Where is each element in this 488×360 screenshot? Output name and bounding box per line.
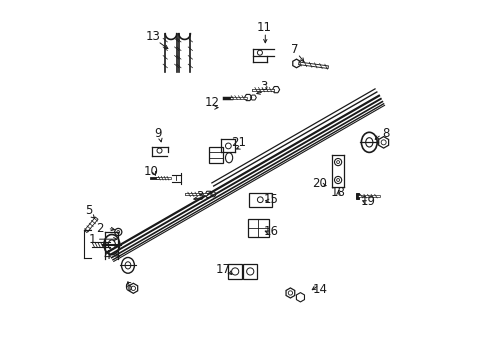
Text: 1: 1 xyxy=(88,233,96,246)
Text: 12: 12 xyxy=(204,96,219,109)
Text: 7: 7 xyxy=(290,42,298,55)
Text: 18: 18 xyxy=(329,186,345,199)
Bar xyxy=(355,193,359,199)
Text: 16: 16 xyxy=(264,225,278,238)
Text: 17: 17 xyxy=(215,263,230,276)
Text: 11: 11 xyxy=(256,21,271,34)
Text: 15: 15 xyxy=(264,193,278,206)
Bar xyxy=(243,264,257,279)
Bar xyxy=(248,193,271,207)
Text: 3: 3 xyxy=(196,190,203,203)
Text: 8: 8 xyxy=(382,127,389,140)
Text: 9: 9 xyxy=(154,127,162,140)
Text: 21: 21 xyxy=(231,136,246,149)
Text: 5: 5 xyxy=(84,204,92,217)
Text: 20: 20 xyxy=(312,177,326,190)
Text: 4: 4 xyxy=(103,249,111,262)
Text: 10: 10 xyxy=(143,165,159,177)
Bar xyxy=(228,264,242,279)
Text: 2: 2 xyxy=(97,222,104,235)
Bar xyxy=(247,220,268,237)
Bar xyxy=(208,147,223,163)
Text: 3: 3 xyxy=(260,80,267,93)
Text: 13: 13 xyxy=(145,30,160,43)
Text: 14: 14 xyxy=(312,283,326,296)
Text: 6: 6 xyxy=(124,281,131,294)
Text: 19: 19 xyxy=(360,195,375,208)
